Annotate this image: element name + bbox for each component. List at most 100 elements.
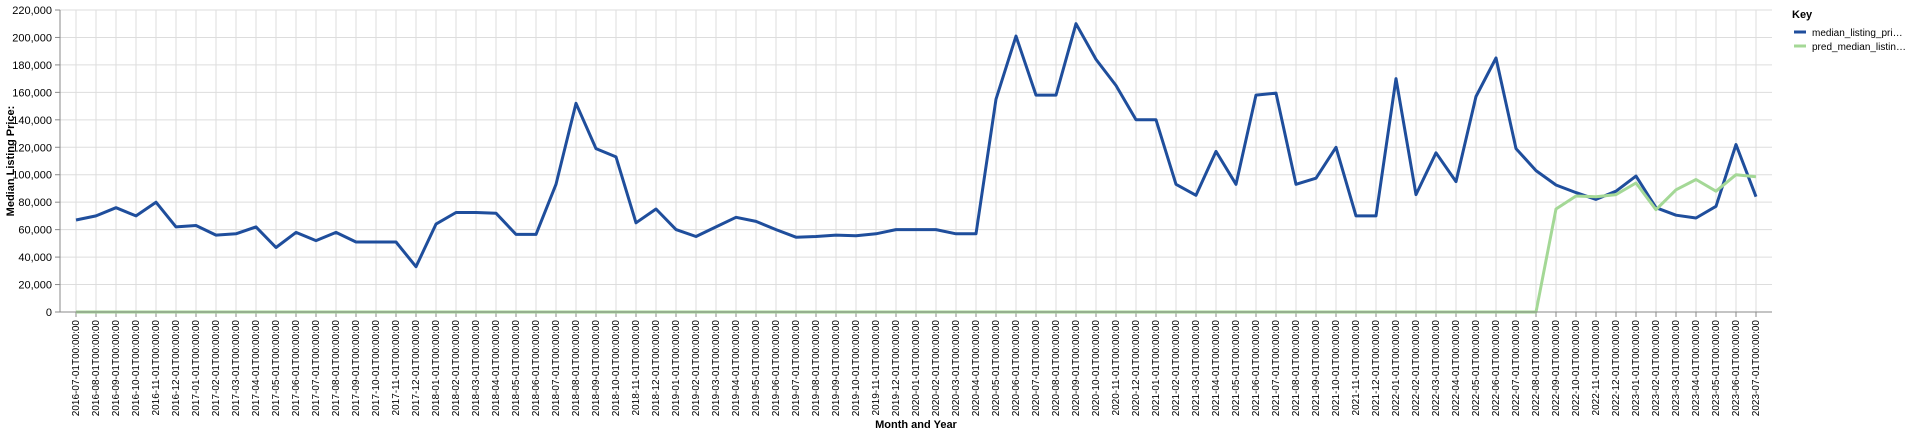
x-tick-label: 2020-05-01T00:00:00 bbox=[991, 320, 1002, 417]
x-tick-label: 2016-11-01T00:00:00 bbox=[151, 320, 162, 416]
x-tick-label: 2018-06-01T00:00:00 bbox=[531, 320, 542, 417]
x-tick-label: 2022-08-01T00:00:00 bbox=[1531, 320, 1542, 417]
x-tick-label: 2022-03-01T00:00:00 bbox=[1431, 320, 1442, 417]
x-tick-label: 2018-08-01T00:00:00 bbox=[571, 320, 582, 417]
x-tick-label: 2017-07-01T00:00:00 bbox=[311, 320, 322, 417]
y-axis-title: Median Listing Price: bbox=[5, 106, 17, 217]
x-tick-label: 2022-06-01T00:00:00 bbox=[1491, 320, 1502, 417]
x-tick-label: 2018-01-01T00:00:00 bbox=[431, 320, 442, 417]
x-tick-label: 2022-02-01T00:00:00 bbox=[1411, 320, 1422, 417]
legend: Key median_listing_pri… pred_median_listi… bbox=[1792, 9, 1906, 53]
y-tick-label: 220,000 bbox=[12, 5, 52, 17]
gridlines bbox=[60, 9, 1772, 313]
x-tick-label: 2017-02-01T00:00:00 bbox=[211, 320, 222, 417]
x-tick-label: 2017-09-01T00:00:00 bbox=[351, 320, 362, 417]
x-tick-label: 2017-05-01T00:00:00 bbox=[271, 320, 282, 417]
x-tick-label: 2018-04-01T00:00:00 bbox=[491, 320, 502, 417]
x-tick-label: 2021-04-01T00:00:00 bbox=[1211, 320, 1222, 417]
x-tick-label: 2019-09-01T00:00:00 bbox=[831, 320, 842, 417]
x-tick-label: 2020-10-01T00:00:00 bbox=[1091, 320, 1102, 417]
x-tick-label: 2018-10-01T00:00:00 bbox=[611, 320, 622, 417]
x-tick-label: 2018-02-01T00:00:00 bbox=[451, 320, 462, 417]
x-tick-label: 2016-09-01T00:00:00 bbox=[111, 320, 122, 417]
x-tick-label: 2019-05-01T00:00:00 bbox=[751, 320, 762, 417]
x-tick-label: 2020-01-01T00:00:00 bbox=[911, 320, 922, 417]
x-tick-label: 2022-09-01T00:00:00 bbox=[1551, 320, 1562, 417]
y-tick-label: 20,000 bbox=[18, 280, 52, 292]
x-tick-label: 2019-11-01T00:00:00 bbox=[871, 320, 882, 416]
x-tick-label: 2023-02-01T00:00:00 bbox=[1651, 320, 1662, 417]
x-tick-label: 2016-08-01T00:00:00 bbox=[91, 320, 102, 417]
x-tick-label: 2018-09-01T00:00:00 bbox=[591, 320, 602, 417]
x-tick-label: 2021-11-01T00:00:00 bbox=[1351, 320, 1362, 416]
x-tick-label: 2021-07-01T00:00:00 bbox=[1271, 320, 1282, 417]
x-tick-label: 2021-05-01T00:00:00 bbox=[1231, 320, 1242, 417]
x-tick-label: 2019-12-01T00:00:00 bbox=[891, 320, 902, 417]
x-tick-label: 2019-08-01T00:00:00 bbox=[811, 320, 822, 417]
legend-label: median_listing_pri… bbox=[1812, 28, 1903, 39]
x-tick-label: 2016-10-01T00:00:00 bbox=[131, 320, 142, 417]
x-tick-label: 2019-01-01T00:00:00 bbox=[671, 320, 682, 417]
x-axis-ticks: 2016-07-01T00:00:00 2016-08-01T00:00:00 20… bbox=[71, 312, 1762, 416]
y-tick-label: 0 bbox=[46, 307, 52, 319]
y-tick-label: 40,000 bbox=[18, 252, 52, 264]
x-tick-label: 2022-05-01T00:00:00 bbox=[1471, 320, 1482, 417]
x-tick-label: 2020-12-01T00:00:00 bbox=[1131, 320, 1142, 417]
x-tick-label: 2023-03-01T00:00:00 bbox=[1671, 320, 1682, 417]
x-tick-label: 2021-06-01T00:00:00 bbox=[1251, 320, 1262, 417]
y-tick-label: 180,000 bbox=[12, 60, 52, 72]
legend-title: Key bbox=[1792, 9, 1813, 21]
x-tick-label: 2021-10-01T00:00:00 bbox=[1331, 320, 1342, 417]
x-tick-label: 2019-03-01T00:00:00 bbox=[711, 320, 722, 417]
x-tick-label: 2022-11-01T00:00:00 bbox=[1591, 320, 1602, 416]
x-tick-label: 2017-06-01T00:00:00 bbox=[291, 320, 302, 417]
x-tick-label: 2023-07-01T00:00:00 bbox=[1751, 320, 1762, 417]
x-tick-label: 2019-10-01T00:00:00 bbox=[851, 320, 862, 417]
x-tick-label: 2020-03-01T00:00:00 bbox=[951, 320, 962, 417]
x-tick-label: 2020-11-01T00:00:00 bbox=[1111, 320, 1122, 416]
x-tick-label: 2022-01-01T00:00:00 bbox=[1391, 320, 1402, 417]
y-tick-label: 120,000 bbox=[12, 142, 52, 154]
x-tick-label: 2021-01-01T00:00:00 bbox=[1151, 320, 1162, 417]
y-tick-label: 80,000 bbox=[18, 197, 52, 209]
x-tick-label: 2017-01-01T00:00:00 bbox=[191, 320, 202, 417]
x-tick-label: 2018-12-01T00:00:00 bbox=[651, 320, 662, 417]
x-tick-label: 2023-01-01T00:00:00 bbox=[1631, 320, 1642, 417]
x-tick-label: 2017-03-01T00:00:00 bbox=[231, 320, 242, 417]
x-tick-label: 2020-04-01T00:00:00 bbox=[971, 320, 982, 417]
x-tick-label: 2019-07-01T00:00:00 bbox=[791, 320, 802, 417]
x-tick-label: 2016-12-01T00:00:00 bbox=[171, 320, 182, 417]
x-tick-label: 2018-05-01T00:00:00 bbox=[511, 320, 522, 417]
legend-label: pred_median_listin… bbox=[1812, 42, 1906, 53]
x-tick-label: 2021-12-01T00:00:00 bbox=[1371, 320, 1382, 417]
x-axis-title: Month and Year bbox=[875, 419, 957, 431]
y-tick-label: 100,000 bbox=[12, 170, 52, 182]
x-tick-label: 2022-07-01T00:00:00 bbox=[1511, 320, 1522, 417]
x-tick-label: 2016-07-01T00:00:00 bbox=[71, 320, 82, 417]
x-tick-label: 2021-02-01T00:00:00 bbox=[1171, 320, 1182, 417]
x-tick-label: 2021-09-01T00:00:00 bbox=[1311, 320, 1322, 417]
x-tick-label: 2023-05-01T00:00:00 bbox=[1711, 320, 1722, 417]
y-tick-label: 200,000 bbox=[12, 32, 52, 44]
x-tick-label: 2018-11-01T00:00:00 bbox=[631, 320, 642, 416]
x-tick-label: 2019-04-01T00:00:00 bbox=[731, 320, 742, 417]
x-tick-label: 2020-02-01T00:00:00 bbox=[931, 320, 942, 417]
y-axis-ticks: 0 20,000 40,000 60,000 80,000 100,000 120,000 1… bbox=[12, 5, 60, 319]
x-tick-label: 2017-04-01T00:00:00 bbox=[251, 320, 262, 417]
x-tick-label: 2018-03-01T00:00:00 bbox=[471, 320, 482, 417]
x-tick-label: 2022-12-01T00:00:00 bbox=[1611, 320, 1622, 417]
x-tick-label: 2018-07-01T00:00:00 bbox=[551, 320, 562, 417]
x-tick-label: 2023-06-01T00:00:00 bbox=[1731, 320, 1742, 417]
y-tick-label: 140,000 bbox=[12, 115, 52, 127]
x-tick-label: 2019-06-01T00:00:00 bbox=[771, 320, 782, 417]
x-tick-label: 2022-10-01T00:00:00 bbox=[1571, 320, 1582, 417]
x-tick-label: 2020-09-01T00:00:00 bbox=[1071, 320, 1082, 417]
x-tick-label: 2017-11-01T00:00:00 bbox=[391, 320, 402, 416]
x-tick-label: 2017-08-01T00:00:00 bbox=[331, 320, 342, 417]
x-tick-label: 2020-07-01T00:00:00 bbox=[1031, 320, 1042, 417]
series-line-0 bbox=[75, 22, 1758, 269]
x-tick-label: 2017-12-01T00:00:00 bbox=[411, 320, 422, 417]
y-tick-label: 160,000 bbox=[12, 87, 52, 99]
x-tick-label: 2022-04-01T00:00:00 bbox=[1451, 320, 1462, 417]
